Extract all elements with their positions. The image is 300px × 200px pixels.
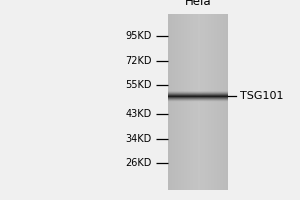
Text: TSG101: TSG101 bbox=[240, 91, 284, 101]
Text: 55KD: 55KD bbox=[125, 80, 152, 90]
Text: 43KD: 43KD bbox=[125, 109, 152, 119]
Text: 95KD: 95KD bbox=[125, 31, 152, 41]
Text: 26KD: 26KD bbox=[125, 158, 152, 168]
Text: 72KD: 72KD bbox=[125, 56, 152, 66]
Text: Hela: Hela bbox=[185, 0, 211, 8]
Text: 34KD: 34KD bbox=[125, 134, 152, 144]
